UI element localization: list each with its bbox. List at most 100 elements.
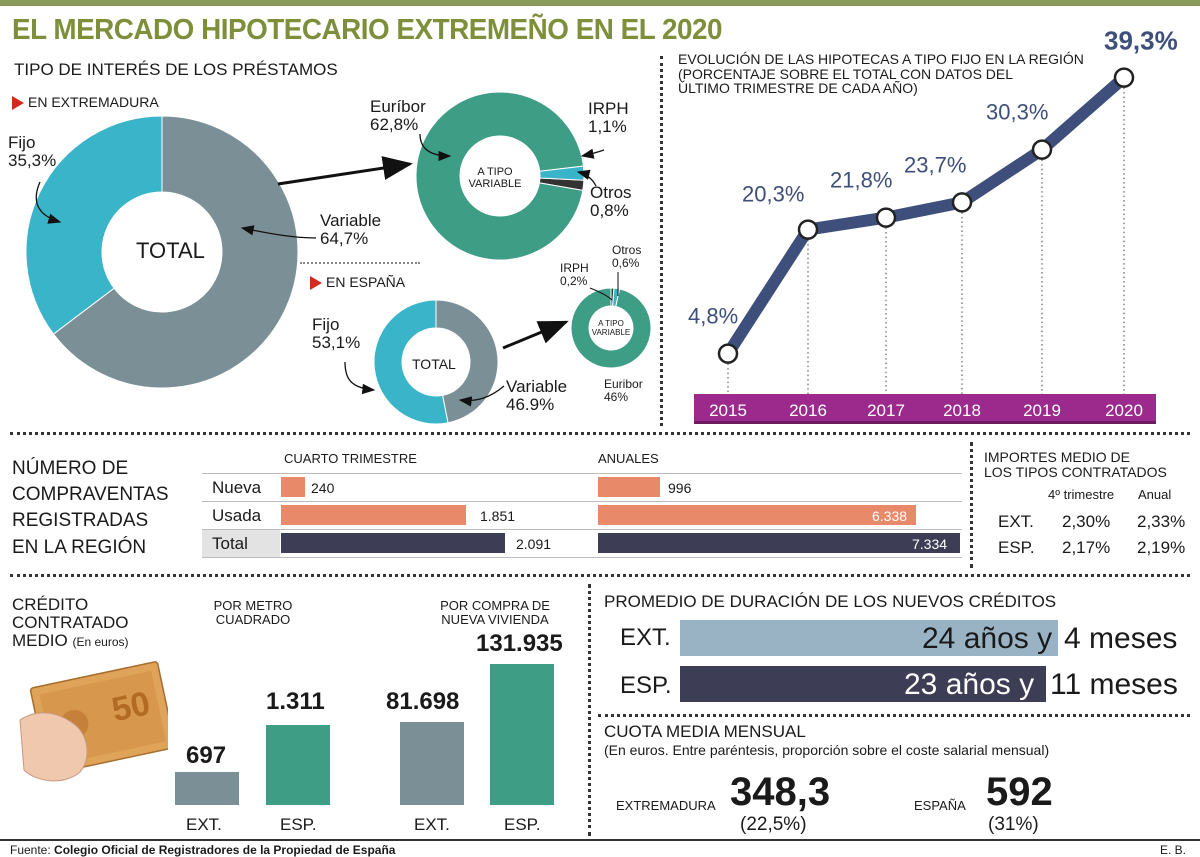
duration-esp-months: 11 meses bbox=[1050, 668, 1178, 701]
bar-m2-ext bbox=[175, 772, 239, 805]
espana-label: EN ESPAÑA bbox=[310, 274, 405, 291]
footer-credit: E. B. bbox=[1160, 843, 1187, 857]
m2-heading: POR METRO CUADRADO bbox=[213, 598, 293, 627]
cuota-esp-pct: (31%) bbox=[988, 814, 1039, 835]
pie-svg bbox=[25, 91, 652, 425]
cuota-ext-pct: (22,5%) bbox=[740, 814, 807, 835]
cuota-ext-label: EXTREMADURA bbox=[616, 798, 716, 813]
importes-ext-annual: 2,33% bbox=[1137, 512, 1186, 531]
tick-label-2017: 2017 bbox=[867, 401, 905, 420]
horizontal-divider-3 bbox=[598, 714, 1190, 717]
slice-esp-variable bbox=[435, 299, 499, 424]
ext-otros-label: Otros 0,8% bbox=[590, 183, 632, 220]
esp-otros-label: Otros 0,6% bbox=[612, 243, 642, 270]
point-2020 bbox=[1113, 67, 1135, 88]
data-label-2015: 4,8% bbox=[688, 304, 738, 329]
esp-variable-center: A TIPO VARIABLE bbox=[591, 319, 631, 337]
evolution-heading: EVOLUCIÓN DE LAS HIPOTECAS A TIPO FIJO E… bbox=[678, 51, 1084, 97]
vivienda-heading: POR COMPRA DE NUEVA VIVIENDA bbox=[440, 598, 550, 627]
importes-col2: Anual bbox=[1138, 487, 1172, 502]
bar-q4-total bbox=[281, 533, 505, 553]
tick-label-2019: 2019 bbox=[1023, 401, 1061, 420]
horizontal-divider-1 bbox=[10, 432, 1190, 435]
point-2019 bbox=[1031, 139, 1053, 160]
duration-heading: PROMEDIO DE DURACIÓN DE LOS NUEVOS CRÉDI… bbox=[604, 592, 1057, 611]
val-annual-usada: 6.338 bbox=[872, 508, 908, 524]
val-viv-esp: 131.935 bbox=[476, 630, 563, 657]
ext-total-center: TOTAL bbox=[136, 238, 205, 263]
importes-ext-label: EXT. bbox=[998, 512, 1034, 531]
page-title: EL MERCADO HIPOTECARIO EXTREMEÑO EN EL 2… bbox=[12, 14, 723, 46]
bar-annual-usada bbox=[598, 505, 916, 525]
val-viv-ext: 81.698 bbox=[386, 688, 460, 715]
label-viv-esp: ESP. bbox=[504, 815, 541, 834]
tick-label-2015: 2015 bbox=[709, 401, 747, 420]
data-label-2020: 39,3% bbox=[1104, 26, 1178, 56]
bar-annual-nueva bbox=[598, 477, 660, 497]
row-label-total: Total bbox=[212, 534, 248, 553]
ext-variable-label: Variable 64,7% bbox=[320, 211, 382, 248]
footer-source: Fuente: Colegio Oficial de Registradores… bbox=[10, 843, 396, 857]
vertical-divider-3 bbox=[588, 584, 591, 836]
esp-divider bbox=[300, 262, 420, 264]
row-label-usada: Usada bbox=[212, 506, 262, 525]
point-2015 bbox=[717, 343, 739, 364]
cuota-ext-value: 348,3 bbox=[730, 770, 831, 814]
pie-extremadura-variable bbox=[415, 91, 585, 261]
slice-esp-fijo bbox=[373, 299, 449, 425]
importes-esp-annual: 2,19% bbox=[1137, 538, 1186, 557]
arrow-ext bbox=[277, 156, 413, 186]
duration-ext-months: 4 meses bbox=[1064, 622, 1178, 655]
horizontal-divider-2 bbox=[10, 574, 1190, 577]
pie-espana-total bbox=[373, 299, 499, 425]
top-rule bbox=[0, 0, 1200, 6]
banknote-hand-illustration: 50 bbox=[19, 661, 168, 782]
rates-heading: TIPO DE INTERÉS DE LOS PRÉSTAMOS bbox=[14, 60, 338, 79]
val-q4-total: 2.091 bbox=[516, 536, 552, 552]
duration-ext-years: 24 años y bbox=[922, 622, 1053, 655]
slice-ext-fijo bbox=[25, 115, 163, 335]
importes-esp-q4: 2,17% bbox=[1062, 538, 1111, 557]
tick-label-2020: 2020 bbox=[1105, 401, 1143, 420]
ext-euribor-label: Euríbor 62,8% bbox=[370, 97, 426, 134]
arrow-esp bbox=[502, 320, 569, 350]
pie-extremadura-total bbox=[25, 115, 299, 389]
label-viv-ext: EXT. bbox=[414, 815, 450, 834]
bar-duration-ext bbox=[680, 620, 1058, 656]
duration-esp-years: 23 años y bbox=[904, 668, 1035, 701]
data-label-2019: 30,3% bbox=[986, 100, 1048, 125]
cuota-heading: CUOTA MEDIA MENSUAL bbox=[604, 722, 806, 741]
sales-title: NÚMERO DE COMPRAVENTAS REGISTRADAS EN LA… bbox=[12, 458, 169, 558]
val-annual-total: 7.334 bbox=[912, 536, 948, 552]
esp-fijo-label: Fijo 53,1% bbox=[312, 315, 361, 352]
slice-ext-variable bbox=[52, 115, 299, 389]
esp-euribor-label: Euribor 46% bbox=[604, 377, 643, 404]
ext-irph-label: IRPH 1,1% bbox=[588, 99, 629, 136]
importes-esp-label: ESP. bbox=[998, 538, 1035, 557]
point-2018 bbox=[951, 192, 973, 213]
tick-label-2018: 2018 bbox=[943, 401, 981, 420]
extremadura-label: EN EXTREMADURA bbox=[12, 94, 159, 111]
row-label-nueva: Nueva bbox=[212, 478, 262, 497]
series-line bbox=[722, 73, 1128, 357]
red-triangle-icon bbox=[12, 96, 24, 111]
ext-fijo-label: Fijo 35,3% bbox=[8, 133, 57, 170]
bar-annual-total bbox=[598, 533, 960, 553]
val-annual-nueva: 996 bbox=[668, 480, 692, 496]
importes-col1: 4º trimestre bbox=[1048, 487, 1115, 502]
cuota-subheading: (En euros. Entre paréntesis, proporción … bbox=[604, 742, 1050, 758]
credit-heading: CRÉDITO CONTRATADO MEDIO (En euros) bbox=[12, 595, 129, 650]
red-triangle-icon bbox=[310, 276, 322, 291]
data-label-2017: 21,8% bbox=[830, 168, 892, 193]
svg-text:50: 50 bbox=[109, 684, 154, 729]
esp-irph-label: IRPH 0,2% bbox=[560, 261, 589, 288]
bar-m2-esp bbox=[266, 725, 330, 805]
slice-esp-euribor bbox=[570, 287, 652, 369]
label-m2-ext: EXT. bbox=[186, 815, 222, 834]
vertical-divider-2 bbox=[970, 442, 973, 568]
bar-viv-ext bbox=[400, 722, 464, 805]
val-m2-ext: 697 bbox=[186, 742, 227, 769]
importes-ext-q4: 2,30% bbox=[1062, 512, 1111, 531]
line-chart: 4,8% 2015 20,3% 2016 21,8% 2017 23,7% 2018 30,3%… bbox=[688, 26, 1178, 420]
year-axis-bar bbox=[694, 394, 1156, 424]
